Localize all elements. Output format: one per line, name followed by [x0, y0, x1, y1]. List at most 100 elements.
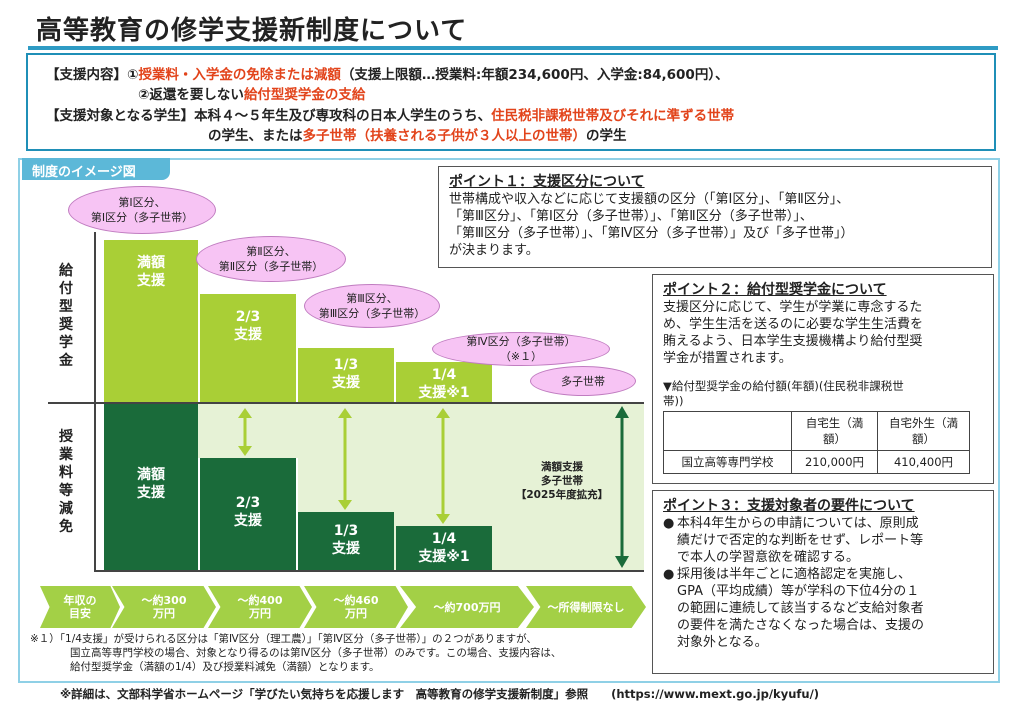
income-range: ～約460 万円: [304, 586, 408, 628]
point3-box: ポイント３：支援対象者の要件について ● 本科4年生からの申請については、原則成…: [652, 490, 994, 674]
bar-tuition-2-3: 2/3 支援: [200, 458, 296, 570]
point1-box: ポイント１：支援区分について 世帯構成や収入などに応じて支援額の区分（「第Ⅰ区分…: [438, 166, 992, 268]
label-char: 型: [59, 299, 73, 315]
table-caption: ▼給付型奨学金の給付額(年額)(住民税非課税世: [663, 379, 904, 393]
label-char: 減: [59, 501, 73, 517]
point3-line: の範囲に連続して該当するなど支給対象者: [677, 601, 924, 616]
x-axis: [94, 570, 644, 572]
point3-title: ポイント３：支援対象者の要件について: [663, 498, 915, 514]
label-char: 業: [59, 447, 73, 463]
bar-tuition-1-4: 1/4 支援※1: [396, 526, 492, 570]
table-header: 自宅生（満額）: [791, 411, 878, 451]
point3-line: 採用後は半年ごとに適格認定を実施し、: [677, 567, 912, 582]
summary-highlight: 給付型奨学金の支給: [243, 87, 366, 103]
summary-highlight: 多子世帯（扶養される子供が３人以上の世帯）: [302, 128, 587, 144]
page-title: 高等教育の修学支援新制度について: [36, 16, 468, 46]
bubble-category-4: 第Ⅳ区分（多子世帯） （※１）: [432, 332, 610, 366]
bubble-multi-child: 多子世帯: [530, 366, 636, 396]
label-char: 金: [59, 353, 73, 369]
summary-text: の学生: [586, 128, 627, 144]
bar-tuition-full: 満額 支援: [104, 404, 198, 570]
point2-box: ポイント２：給付型奨学金について 支援区分に応じて、学生が学業に専念するた め、…: [652, 274, 994, 484]
point1-line: 「第Ⅲ区分（多子世帯）」、「第Ⅳ区分（多子世帯）」及び「多子世帯」）: [449, 226, 854, 241]
double-arrow-icon: [238, 408, 252, 456]
table-cell: 210,000円: [791, 450, 878, 474]
label-scholarship: 給 付 型 奨 学 金: [56, 262, 76, 370]
point2-line: 学金が措置されます。: [663, 351, 792, 366]
bar-scholarship-1-3: 1/3 支援: [298, 348, 394, 402]
point3-bullet-2: ● 採用後は半年ごとに適格認定を実施し、 GPA（平均成績）等が学科の下位4分の…: [663, 566, 983, 651]
summary-highlight: 授業料・入学金の免除または減額: [138, 67, 341, 83]
table-caption: 帯)): [663, 394, 684, 408]
label-char: 学: [59, 335, 73, 351]
expansion-region: [494, 404, 644, 570]
income-range: ～所得制限なし: [526, 586, 646, 628]
income-range: ～約300 万円: [112, 586, 216, 628]
summary-text: （支援上限額…授業料:年額234,600円、入学金:84,600円）、: [340, 67, 729, 83]
footer-reference: ※詳細は、文部科学省ホームページ「学びたい気持ちを応援します 高等教育の修学支援…: [60, 687, 820, 701]
summary-line-4: の学生、または多子世帯（扶養される子供が３人以上の世帯）の学生: [208, 124, 627, 144]
double-arrow-icon: [338, 408, 352, 510]
summary-text: 【支援対象となる学生】本科４～５年生及び専攻科の日本人学生のうち、: [46, 108, 492, 124]
point3-line: 本科4年生からの申請については、原則成: [677, 516, 919, 531]
label-char: 給: [59, 263, 73, 279]
point3-line: 績だけで否定的な判断をせず、レポート等: [677, 533, 924, 548]
double-arrow-icon: [436, 408, 450, 524]
point1-line: 「第Ⅲ区分」、「第Ⅰ区分（多子世帯）」、「第Ⅱ区分（多子世帯）」、: [449, 209, 813, 224]
point3-line: GPA（平均成績）等が学科の下位4分の１: [677, 584, 920, 599]
summary-text: の学生、または: [208, 128, 303, 144]
point1-title: ポイント１：支援区分について: [449, 174, 645, 190]
label-char: 付: [59, 281, 73, 297]
grant-amount-table: 自宅生（満額） 自宅外生（満額） 国立高等専門学校 210,000円 410,4…: [663, 411, 970, 474]
label-char: 免: [59, 519, 73, 535]
label-tuition: 授 業 料 等 減 免: [56, 428, 76, 536]
point2-line: 支援区分に応じて、学生が学業に専念するた: [663, 300, 923, 315]
double-arrow-icon: [615, 406, 629, 568]
bullet-icon: ●: [663, 567, 675, 582]
point2-line: め、学生生活を送るのに必要な学生生活費を: [663, 317, 924, 332]
footnote-3: 給付型奨学金（満額の1/4）及び授業料減免（満額）となります。: [70, 661, 380, 673]
summary-text: 【支援内容】①: [46, 67, 139, 83]
diagram-tab: 制度のイメージ図: [22, 158, 170, 180]
table-cell: 国立高等専門学校: [663, 450, 792, 474]
label-char: 奨: [59, 317, 73, 333]
table-header: 自宅外生（満額）: [877, 411, 970, 451]
point3-bullet-1: ● 本科4年生からの申請については、原則成 績だけで否定的な判断をせず、レポート…: [663, 515, 983, 566]
bubble-category-3: 第Ⅲ区分、 第Ⅲ区分（多子世帯）: [304, 284, 440, 328]
footnote-2: 国立高等専門学校の場合、対象となり得るのは第Ⅳ区分（多子世帯）のみです。この場合…: [70, 647, 562, 659]
income-label: 年収の 目安: [40, 586, 120, 628]
income-range: ～約700万円: [400, 586, 534, 628]
summary-box: 【支援内容】①授業料・入学金の免除または減額（支援上限額…授業料:年額234,6…: [26, 53, 996, 151]
bar-scholarship-full: 満額 支援: [104, 240, 198, 402]
divider-line: [48, 402, 644, 404]
point1-line: 世帯構成や収入などに応じて支援額の区分（「第Ⅰ区分」、「第Ⅱ区分」、: [449, 192, 850, 207]
summary-highlight: 住民税非課税世帯及びそれに準ずる世帯: [491, 108, 735, 124]
footnote-1: ※１）「1/4支援」が受けられる区分は「第Ⅳ区分（理工農）」「第Ⅳ区分（多子世帯…: [30, 633, 537, 645]
summary-line-2: ②返還を要しない給付型奨学金の支給: [138, 83, 365, 103]
bar-tuition-1-3: 1/3 支援: [298, 512, 394, 570]
label-char: 等: [59, 483, 73, 499]
table-row: 国立高等専門学校 210,000円 410,400円: [663, 450, 970, 474]
table-cell: 410,400円: [877, 450, 970, 474]
point1-line: が決まります。: [449, 243, 539, 258]
point2-line: 賄えるよう、日本学生支援機構より給付型奨: [663, 334, 923, 349]
title-underline: [28, 46, 998, 50]
expansion-label: 満額支援 多子世帯 【2025年度拡充】: [515, 461, 609, 501]
summary-line-1: 【支援内容】①授業料・入学金の免除または減額（支援上限額…授業料:年額234,6…: [46, 63, 729, 83]
bar-scholarship-2-3: 2/3 支援: [200, 294, 296, 402]
point2-title: ポイント２：給付型奨学金について: [663, 282, 887, 298]
bubble-category-2: 第Ⅱ区分、 第Ⅱ区分（多子世帯）: [196, 236, 346, 282]
summary-line-3: 【支援対象となる学生】本科４～５年生及び専攻科の日本人学生のうち、住民税非課税世…: [46, 104, 734, 124]
table-header-row: 自宅生（満額） 自宅外生（満額）: [663, 411, 970, 451]
label-char: 料: [59, 465, 73, 481]
bullet-icon: ●: [663, 516, 675, 531]
bubble-category-1: 第Ⅰ区分、 第Ⅰ区分（多子世帯）: [68, 186, 216, 234]
point3-line: の要件を満たさなくなった場合は、支援の: [677, 618, 925, 633]
point3-line: で本人の学習意欲を確認する。: [677, 550, 860, 565]
income-range: ～約400 万円: [208, 586, 312, 628]
point3-line: 対象外となる。: [677, 635, 768, 650]
summary-text: ②返還を要しない: [138, 87, 244, 103]
label-char: 授: [59, 429, 73, 445]
bar-scholarship-1-4: 1/4 支援※1: [396, 362, 492, 402]
table-header: [663, 411, 792, 451]
